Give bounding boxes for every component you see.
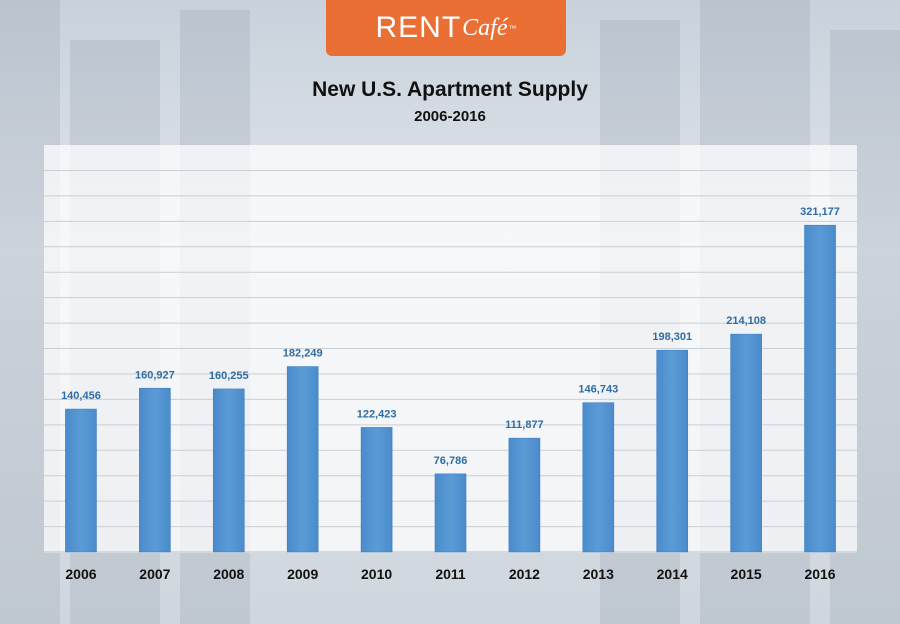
bar-2012 [508,437,541,553]
chart-title: New U.S. Apartment Supply [312,78,588,101]
bar-2009 [286,366,319,553]
value-label-2015: 214,108 [726,315,766,327]
x-tick-label-2016: 2016 [804,566,835,582]
value-label-2014: 198,301 [652,331,692,343]
bar-2013 [582,402,615,553]
bar-2007 [139,387,171,553]
bar-2006 [65,408,97,553]
x-tick-label-2006: 2006 [65,566,96,582]
value-label-2012: 111,877 [505,419,544,431]
bar-2014 [656,349,689,553]
logo-trademark: ™ [508,23,517,33]
bar-2011 [434,473,467,553]
chart-subtitle: 2006-2016 [414,108,486,125]
value-label-2010: 122,423 [357,408,397,420]
bar-2015 [730,333,762,553]
x-tick-label-2013: 2013 [583,566,614,582]
x-tick-label-2015: 2015 [731,566,762,582]
bar-2016 [804,224,836,553]
value-label-2008: 160,255 [209,370,249,382]
bar-2008 [212,388,245,553]
x-tick-label-2014: 2014 [657,566,688,582]
value-label-2016: 321,177 [800,206,840,218]
x-tick-label-2009: 2009 [287,566,318,582]
rentcafe-logo: RENT Café ™ [326,0,566,56]
value-label-2007: 160,927 [135,369,175,381]
value-label-2006: 140,456 [61,390,101,402]
x-tick-label-2011: 2011 [435,566,466,582]
x-tick-label-2012: 2012 [509,566,540,582]
value-label-2009: 182,249 [283,348,323,360]
x-tick-label-2007: 2007 [139,566,170,582]
value-label-2013: 146,743 [578,384,618,396]
value-label-2011: 76,786 [434,455,468,467]
logo-cafe-text: Café [462,14,508,41]
logo-rent-text: RENT [375,11,462,44]
x-tick-label-2010: 2010 [361,566,392,582]
x-tick-label-2008: 2008 [213,566,244,582]
bar-2010 [360,427,393,553]
